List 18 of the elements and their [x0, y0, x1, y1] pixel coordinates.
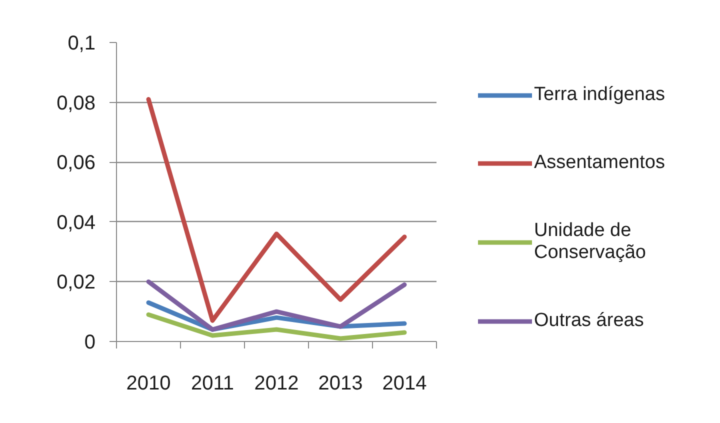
- line-series: [146, 279, 407, 332]
- legend-label: Terra indígenas: [534, 84, 665, 106]
- legend-label: Unidade de Conservação: [534, 220, 646, 264]
- x-tick-label: 2010: [126, 372, 171, 394]
- line-series: [146, 97, 407, 323]
- y-tick-label: 0,08: [56, 92, 96, 114]
- y-tick-label: 0,06: [56, 152, 96, 174]
- legend-label: Assentamentos: [534, 152, 665, 174]
- y-tick-label: 0,1: [68, 32, 96, 54]
- x-tick-label: 2012: [254, 372, 299, 394]
- x-tick-label: 2014: [382, 372, 427, 394]
- y-tick-label: 0: [84, 332, 96, 354]
- line-series: [146, 312, 407, 341]
- x-tick-label: 2011: [190, 372, 234, 394]
- x-tick-label: 2013: [318, 372, 363, 394]
- legend-label: Outras áreas: [534, 310, 644, 332]
- y-tick-label: 0,04: [56, 212, 96, 234]
- y-tick-label: 0,02: [56, 272, 96, 294]
